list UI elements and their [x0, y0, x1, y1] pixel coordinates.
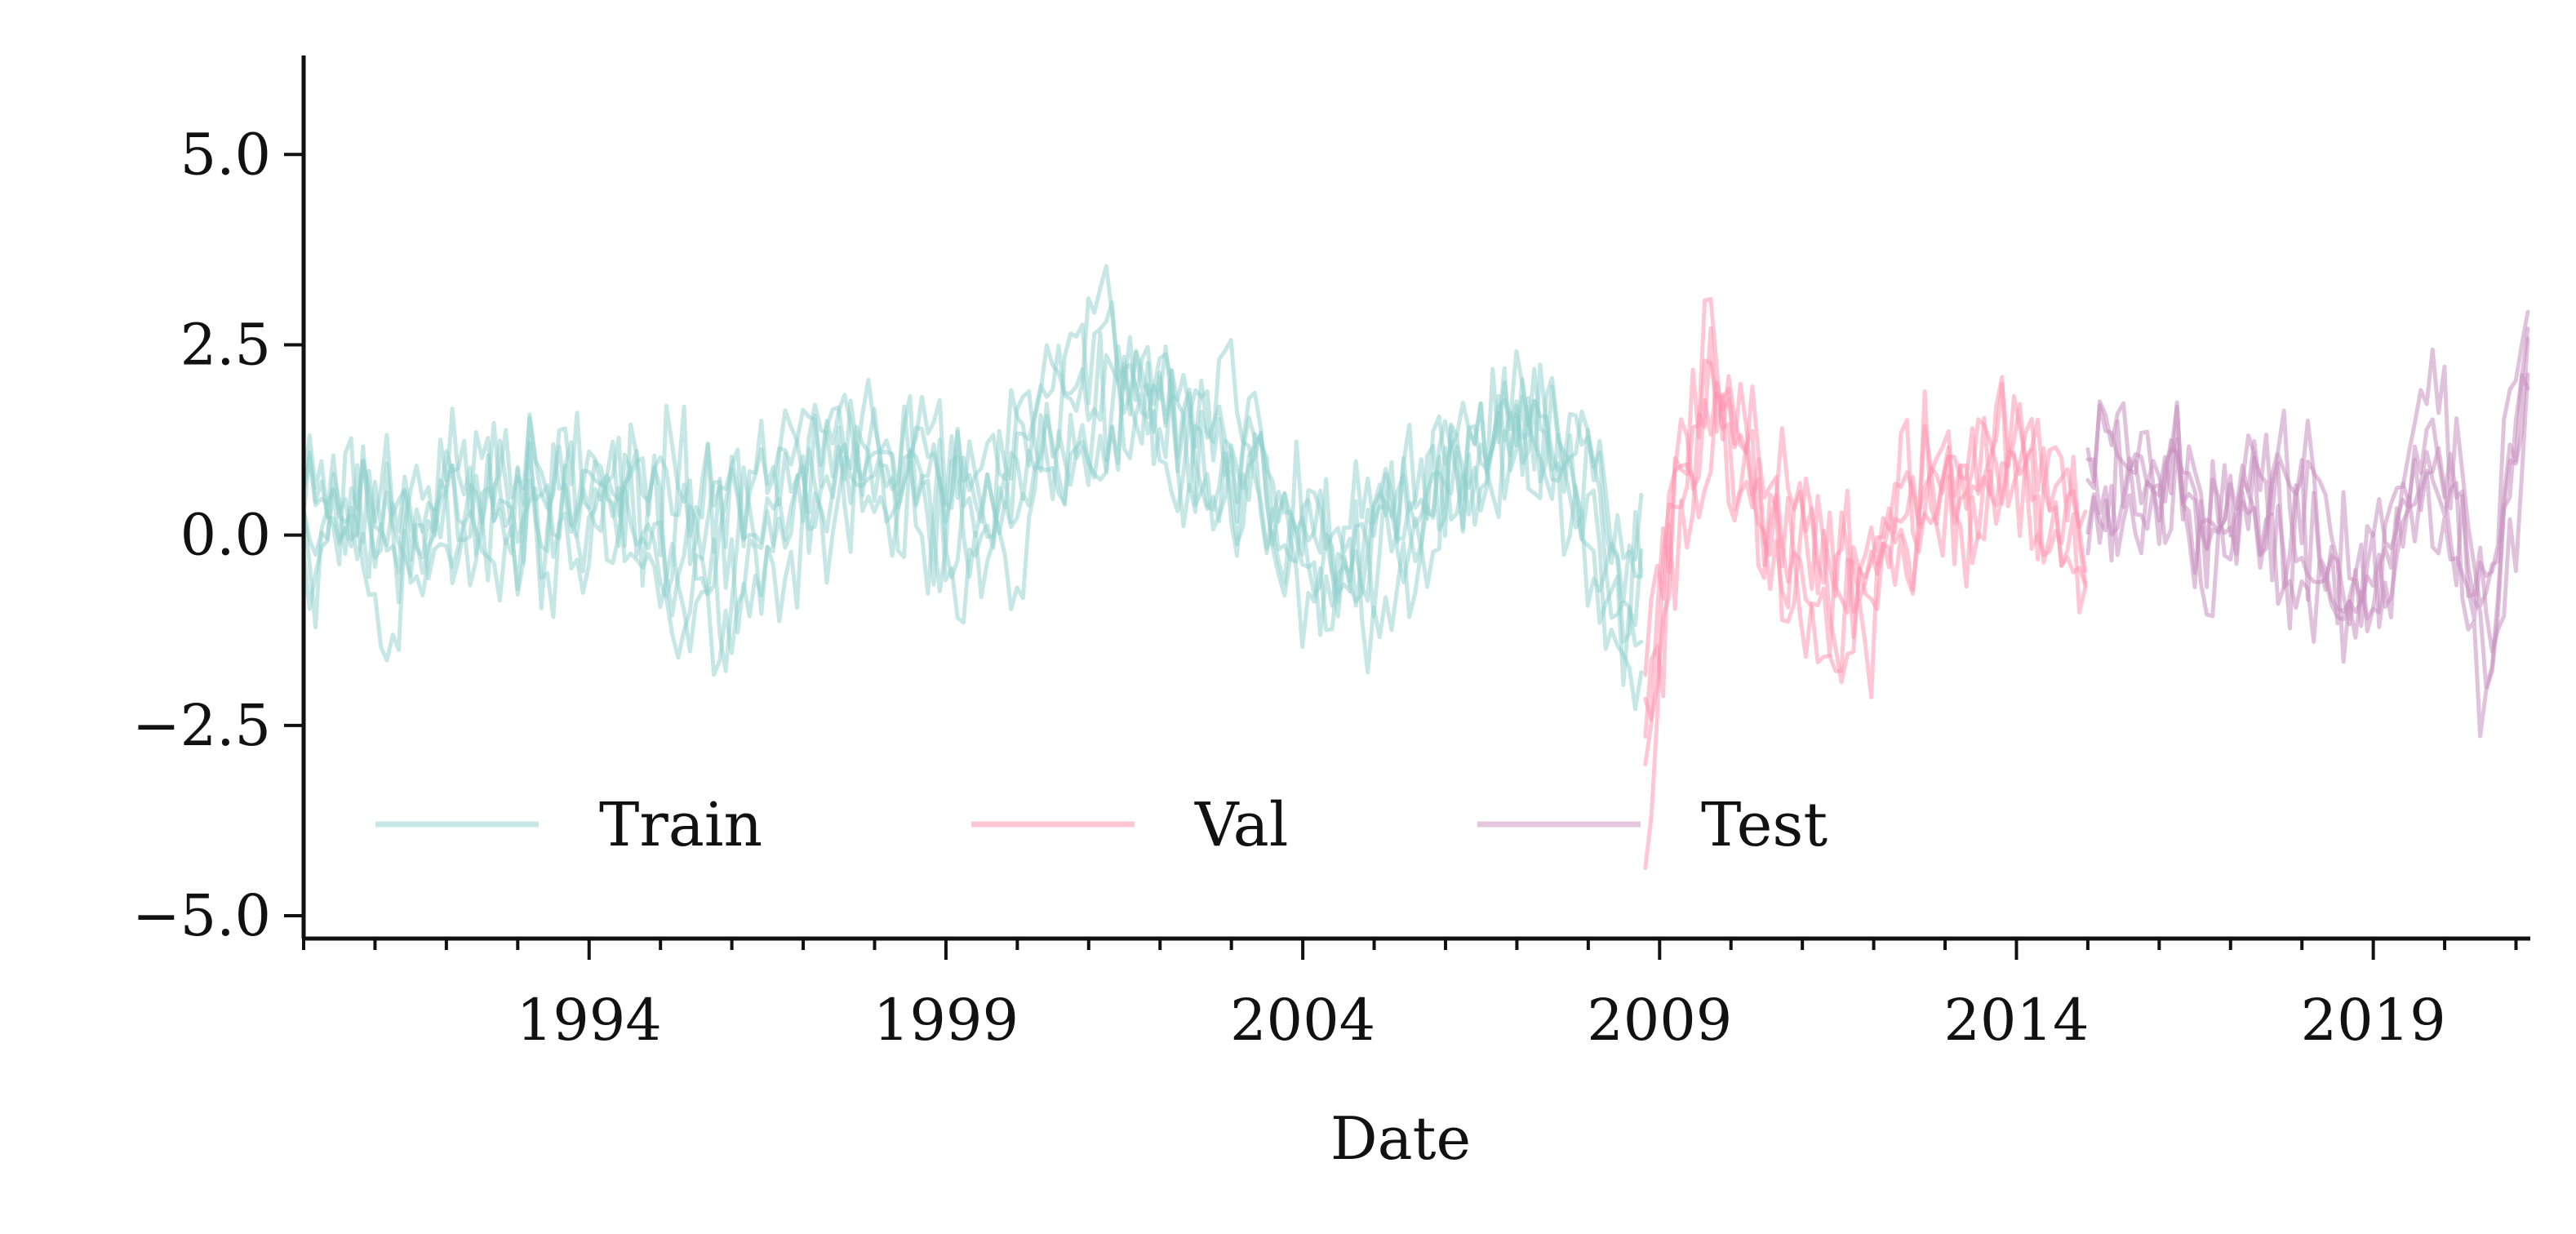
- x-tick-label: 2014: [1943, 987, 2089, 1054]
- legend: Train Val Test: [375, 790, 1828, 860]
- x-tick-label: 2009: [1587, 987, 1732, 1054]
- legend-label-train: Train: [599, 790, 762, 860]
- legend-label-test: Test: [1701, 790, 1828, 860]
- series-val-trace-2: [1643, 326, 2088, 739]
- series-train: [301, 264, 1644, 712]
- x-axis-title: Date: [1330, 1104, 1471, 1173]
- series-val-trace-3: [1643, 296, 2088, 870]
- x-tick-label: 1994: [517, 987, 662, 1054]
- legend-label-val: Val: [1194, 790, 1288, 860]
- series-val: [1643, 296, 2088, 870]
- series-test: [2085, 309, 2530, 739]
- series-layer: [301, 264, 2530, 870]
- series-val-trace-5: [1643, 380, 2088, 722]
- series-test-trace-5: [2085, 336, 2530, 690]
- y-tick-label: 2.5: [180, 311, 271, 378]
- series-train-trace-5: [301, 300, 1644, 712]
- ticks-layer: 5.0 2.5 0.0 −2.5 −5.0 1994 1999 2004 2009 2014 201…: [132, 121, 2518, 1054]
- y-tick-label: 5.0: [180, 121, 271, 188]
- series-train-trace-6: [301, 335, 1644, 619]
- y-tick-label: −2.5: [132, 692, 271, 759]
- x-tick-label: 2019: [2301, 987, 2446, 1054]
- x-tick-label: 1999: [873, 987, 1019, 1054]
- y-tick-label: 0.0: [180, 502, 271, 569]
- x-tick-label: 2004: [1230, 987, 1375, 1054]
- y-tick-label: −5.0: [132, 882, 271, 949]
